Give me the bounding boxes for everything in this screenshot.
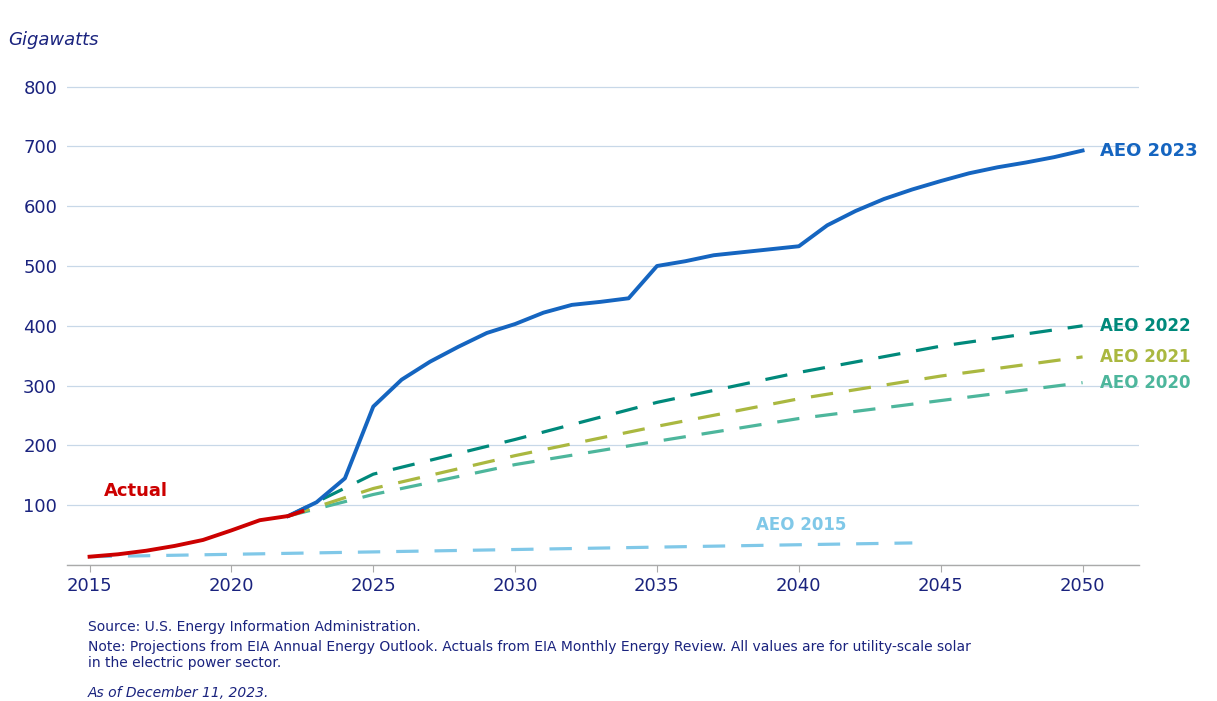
Text: AEO 2020: AEO 2020 xyxy=(1100,374,1190,392)
Text: Source: U.S. Energy Information Administration.: Source: U.S. Energy Information Administ… xyxy=(88,620,420,634)
Text: Gigawatts: Gigawatts xyxy=(7,31,99,49)
Text: AEO 2021: AEO 2021 xyxy=(1100,348,1190,366)
Text: AEO 2015: AEO 2015 xyxy=(756,516,847,534)
Text: As of December 11, 2023.: As of December 11, 2023. xyxy=(88,686,269,700)
Text: Actual: Actual xyxy=(103,482,168,501)
Text: Note: Projections from EIA Annual Energy Outlook. Actuals from EIA Monthly Energ: Note: Projections from EIA Annual Energy… xyxy=(88,640,970,670)
Text: AEO 2022: AEO 2022 xyxy=(1100,317,1190,335)
Text: AEO 2023: AEO 2023 xyxy=(1100,142,1198,160)
